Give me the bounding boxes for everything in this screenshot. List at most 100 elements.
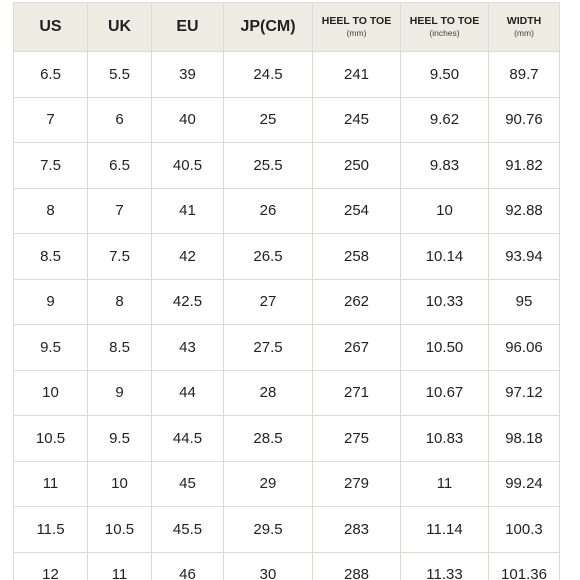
table-row: 7 6 40 25 245 9.62 90.76 — [13, 96, 560, 143]
cell-eu: 44 — [151, 369, 224, 416]
cell-heel-to-toe-mm: 267 — [312, 324, 401, 371]
cell-eu: 45 — [151, 460, 224, 507]
cell-heel-to-toe-inches: 11 — [400, 460, 489, 507]
cell-uk: 7 — [87, 187, 152, 234]
header-heel-to-toe-inches: HEEL TO TOE (inches) — [400, 2, 489, 52]
cell-width: 93.94 — [488, 233, 560, 280]
cell-us: 12 — [13, 551, 88, 580]
table-row: 11 10 45 29 279 11 99.24 — [13, 460, 560, 507]
cell-us: 10 — [13, 369, 88, 416]
cell-uk: 9.5 — [87, 415, 152, 462]
cell-heel-to-toe-inches: 10.50 — [400, 324, 489, 371]
cell-jp: 26.5 — [223, 233, 313, 280]
cell-width: 99.24 — [488, 460, 560, 507]
cell-width: 95 — [488, 278, 560, 325]
table-row: 10 9 44 28 271 10.67 97.12 — [13, 369, 560, 416]
cell-us: 6.5 — [13, 51, 88, 98]
cell-heel-to-toe-mm: 245 — [312, 96, 401, 143]
cell-eu: 41 — [151, 187, 224, 234]
header-jp: JP(CM) — [223, 2, 313, 52]
table-row: 9.5 8.5 43 27.5 267 10.50 96.06 — [13, 324, 560, 371]
cell-us: 8 — [13, 187, 88, 234]
header-eu-label: EU — [176, 18, 199, 35]
cell-eu: 42 — [151, 233, 224, 280]
cell-heel-to-toe-mm: 271 — [312, 369, 401, 416]
cell-eu: 42.5 — [151, 278, 224, 325]
cell-heel-to-toe-mm: 258 — [312, 233, 401, 280]
cell-uk: 10.5 — [87, 506, 152, 553]
cell-heel-to-toe-inches: 9.83 — [400, 142, 489, 189]
cell-heel-to-toe-inches: 10 — [400, 187, 489, 234]
cell-jp: 29.5 — [223, 506, 313, 553]
cell-heel-to-toe-inches: 11.33 — [400, 551, 489, 580]
cell-heel-to-toe-mm: 283 — [312, 506, 401, 553]
cell-us: 9.5 — [13, 324, 88, 371]
header-heel-to-toe-mm: HEEL TO TOE (mm) — [312, 2, 401, 52]
header-width-label: WIDTH — [506, 15, 542, 27]
cell-jp: 25.5 — [223, 142, 313, 189]
cell-eu: 44.5 — [151, 415, 224, 462]
cell-eu: 39 — [151, 51, 224, 98]
cell-eu: 45.5 — [151, 506, 224, 553]
table-row: 9 8 42.5 27 262 10.33 95 — [13, 278, 560, 325]
cell-width: 89.7 — [488, 51, 560, 98]
cell-us: 7 — [13, 96, 88, 143]
cell-uk: 6 — [87, 96, 152, 143]
header-width-unit: (mm) — [514, 28, 534, 38]
cell-heel-to-toe-mm: 275 — [312, 415, 401, 462]
cell-width: 98.18 — [488, 415, 560, 462]
header-eu: EU — [151, 2, 224, 52]
header-us: US — [13, 2, 88, 52]
cell-heel-to-toe-mm: 254 — [312, 187, 401, 234]
cell-width: 92.88 — [488, 187, 560, 234]
cell-us: 11.5 — [13, 506, 88, 553]
cell-jp: 28 — [223, 369, 313, 416]
cell-width: 90.76 — [488, 96, 560, 143]
cell-jp: 25 — [223, 96, 313, 143]
cell-heel-to-toe-inches: 11.14 — [400, 506, 489, 553]
header-heel-to-toe-mm-label: HEEL TO TOE — [321, 15, 392, 27]
cell-uk: 6.5 — [87, 142, 152, 189]
table-row: 8.5 7.5 42 26.5 258 10.14 93.94 — [13, 233, 560, 280]
table-row: 11.5 10.5 45.5 29.5 283 11.14 100.3 — [13, 506, 560, 553]
cell-jp: 30 — [223, 551, 313, 580]
cell-us: 11 — [13, 460, 88, 507]
header-heel-to-toe-mm-unit: (mm) — [346, 28, 367, 38]
header-heel-to-toe-inches-label: HEEL TO TOE — [409, 15, 480, 27]
cell-uk: 9 — [87, 369, 152, 416]
table-row: 10.5 9.5 44.5 28.5 275 10.83 98.18 — [13, 415, 560, 462]
cell-heel-to-toe-mm: 288 — [312, 551, 401, 580]
cell-jp: 29 — [223, 460, 313, 507]
cell-width: 100.3 — [488, 506, 560, 553]
cell-uk: 11 — [87, 551, 152, 580]
cell-heel-to-toe-mm: 279 — [312, 460, 401, 507]
cell-heel-to-toe-inches: 9.62 — [400, 96, 489, 143]
cell-uk: 10 — [87, 460, 152, 507]
table-row: 8 7 41 26 254 10 92.88 — [13, 187, 560, 234]
cell-heel-to-toe-mm: 262 — [312, 278, 401, 325]
cell-jp: 27 — [223, 278, 313, 325]
header-heel-to-toe-inches-unit: (inches) — [429, 28, 460, 38]
cell-jp: 27.5 — [223, 324, 313, 371]
cell-width: 97.12 — [488, 369, 560, 416]
cell-us: 10.5 — [13, 415, 88, 462]
cell-eu: 43 — [151, 324, 224, 371]
table-header: US UK EU JP(CM) HEEL TO TOE (mm) HEEL TO… — [13, 2, 560, 52]
header-us-label: US — [39, 18, 62, 35]
cell-heel-to-toe-inches: 10.67 — [400, 369, 489, 416]
cell-heel-to-toe-inches: 9.50 — [400, 51, 489, 98]
cell-heel-to-toe-mm: 241 — [312, 51, 401, 98]
header-uk: UK — [87, 2, 152, 52]
table-body: 6.5 5.5 39 24.5 241 9.50 89.7 7 6 40 25 245 9.62 90.7… — [13, 51, 560, 580]
cell-jp: 26 — [223, 187, 313, 234]
cell-uk: 7.5 — [87, 233, 152, 280]
cell-width: 91.82 — [488, 142, 560, 189]
cell-uk: 5.5 — [87, 51, 152, 98]
cell-eu: 40.5 — [151, 142, 224, 189]
cell-us: 7.5 — [13, 142, 88, 189]
cell-heel-to-toe-mm: 250 — [312, 142, 401, 189]
header-width: WIDTH (mm) — [488, 2, 560, 52]
cell-heel-to-toe-inches: 10.83 — [400, 415, 489, 462]
shoe-size-table: US UK EU JP(CM) HEEL TO TOE (mm) HEEL TO… — [13, 2, 560, 580]
